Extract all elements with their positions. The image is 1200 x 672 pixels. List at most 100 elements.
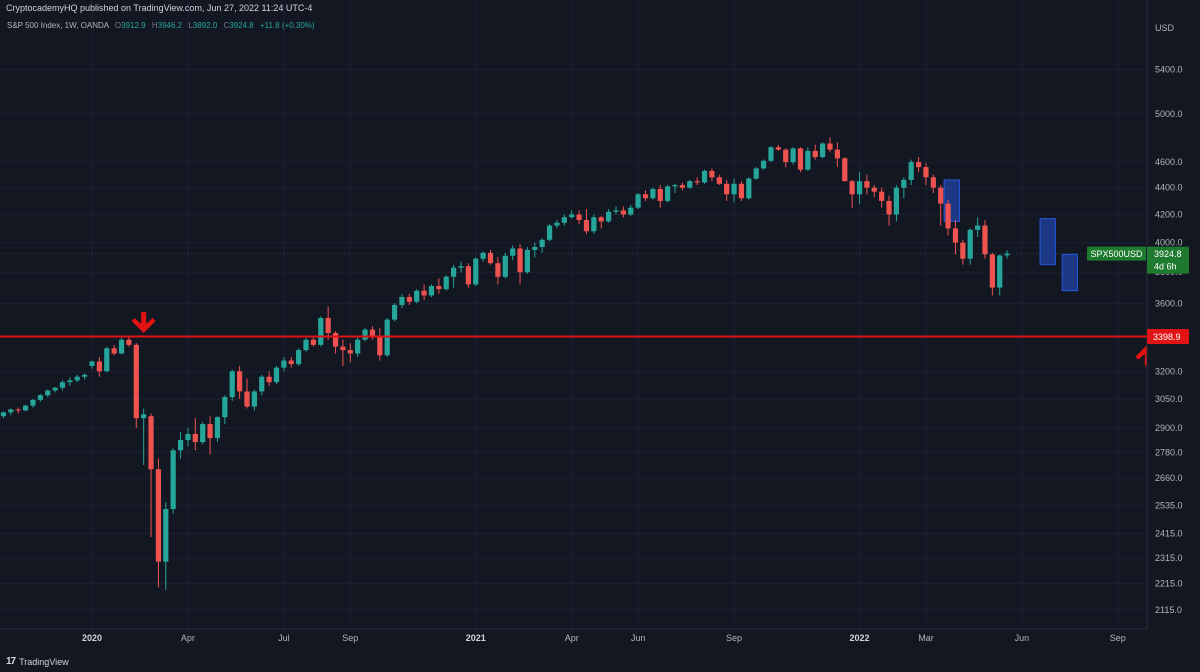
candle-down (827, 137, 833, 153)
candle-body (111, 348, 117, 354)
candle-down (347, 343, 353, 363)
candle-down (133, 343, 139, 429)
candle-body (222, 397, 228, 418)
candle-up (701, 169, 708, 184)
candle-up (391, 303, 398, 322)
candle-down (155, 458, 162, 588)
candle-body (783, 149, 789, 163)
candle-up (628, 204, 634, 216)
candle-up (251, 389, 257, 411)
candle-body (406, 297, 412, 302)
candle-body (59, 382, 66, 388)
candle-down (207, 416, 213, 455)
chart-grid (0, 0, 1147, 629)
time-tick-label: 2022 (850, 633, 870, 643)
candle-down (576, 210, 582, 225)
candle-down (930, 174, 936, 193)
candle-up (303, 338, 309, 352)
candle-body (82, 374, 88, 377)
candle-up (539, 238, 545, 253)
candle-body (296, 350, 302, 365)
candle-body (377, 336, 383, 356)
candle-body (414, 290, 420, 302)
symbol-title[interactable]: S&P 500 Index, 1W, OANDA (7, 21, 109, 30)
candle-body (768, 147, 774, 161)
candle-down (709, 168, 715, 182)
candle-body (465, 266, 471, 285)
candle-down (886, 195, 892, 226)
price-tick-label: 2660.0 (1155, 473, 1183, 483)
candle-up (355, 336, 361, 358)
candle-down (325, 306, 331, 340)
candle-body (96, 361, 102, 372)
candle-body (118, 339, 125, 354)
candle-down (716, 174, 722, 186)
candle-up (746, 177, 752, 200)
candle-body (45, 390, 51, 396)
candle-up (451, 264, 457, 288)
candle-up (561, 214, 567, 226)
candle-body (436, 286, 442, 290)
open-value: 3912.9 (121, 21, 146, 30)
candle-body (650, 189, 656, 199)
candle-down (915, 157, 922, 173)
candle-body (908, 162, 914, 180)
candle-body (915, 162, 922, 168)
candle-up (975, 217, 981, 237)
candle-body (273, 367, 280, 383)
candle-down (864, 174, 870, 195)
candle-body (443, 276, 449, 290)
candle-up (318, 316, 324, 347)
candle-body (473, 258, 479, 285)
candle-up (59, 380, 66, 391)
candle-body (635, 194, 641, 208)
candle-up (67, 377, 73, 386)
last-price-box (1147, 246, 1189, 274)
candle-body (576, 214, 582, 221)
candle-down (517, 244, 523, 285)
candle-down (111, 344, 117, 356)
candle-up (665, 185, 671, 203)
high-label: H (151, 21, 158, 30)
candle-up (760, 159, 767, 170)
symbol-tag-text: SPX500USD (1090, 249, 1143, 259)
candle-up (569, 210, 575, 219)
candle-up (214, 416, 221, 443)
candle-up (414, 289, 420, 304)
candle-down (340, 339, 346, 366)
time-axis[interactable]: 2020 Apr Jul Sep 2021 Apr Jun Sep 2022 Mar Jun Sep (0, 628, 1200, 672)
candle-body (997, 255, 1003, 288)
candle-body (893, 187, 900, 215)
candle-body (133, 344, 139, 419)
candle-body (975, 225, 981, 230)
open-label: O (114, 21, 122, 30)
candle-body (8, 409, 14, 413)
candle-up (473, 257, 479, 287)
candle-up (901, 177, 907, 199)
time-tick-label: 2021 (466, 633, 486, 643)
candle-up (591, 214, 597, 235)
candle-down (620, 206, 626, 218)
candle-body (428, 286, 435, 296)
candle-body (775, 147, 781, 150)
candle-up (8, 408, 14, 416)
candle-body (569, 214, 575, 218)
time-tick-label: 2020 (82, 633, 102, 643)
candle-body (170, 450, 176, 509)
candle-up (0, 411, 7, 419)
candle-down (244, 378, 250, 409)
time-axis-background (0, 629, 1200, 672)
candle-body (834, 149, 840, 159)
candle-body (288, 360, 294, 365)
candle-up (650, 187, 656, 200)
candle-body (332, 332, 339, 347)
candle-body (89, 361, 95, 366)
candle-down (842, 157, 848, 182)
candle-up (554, 220, 560, 229)
candle-body (989, 254, 995, 288)
candle-body (879, 191, 885, 201)
candle-body (930, 177, 936, 188)
tradingview-brand[interactable]: 17 TradingView (6, 656, 69, 667)
candle-down (96, 357, 102, 377)
